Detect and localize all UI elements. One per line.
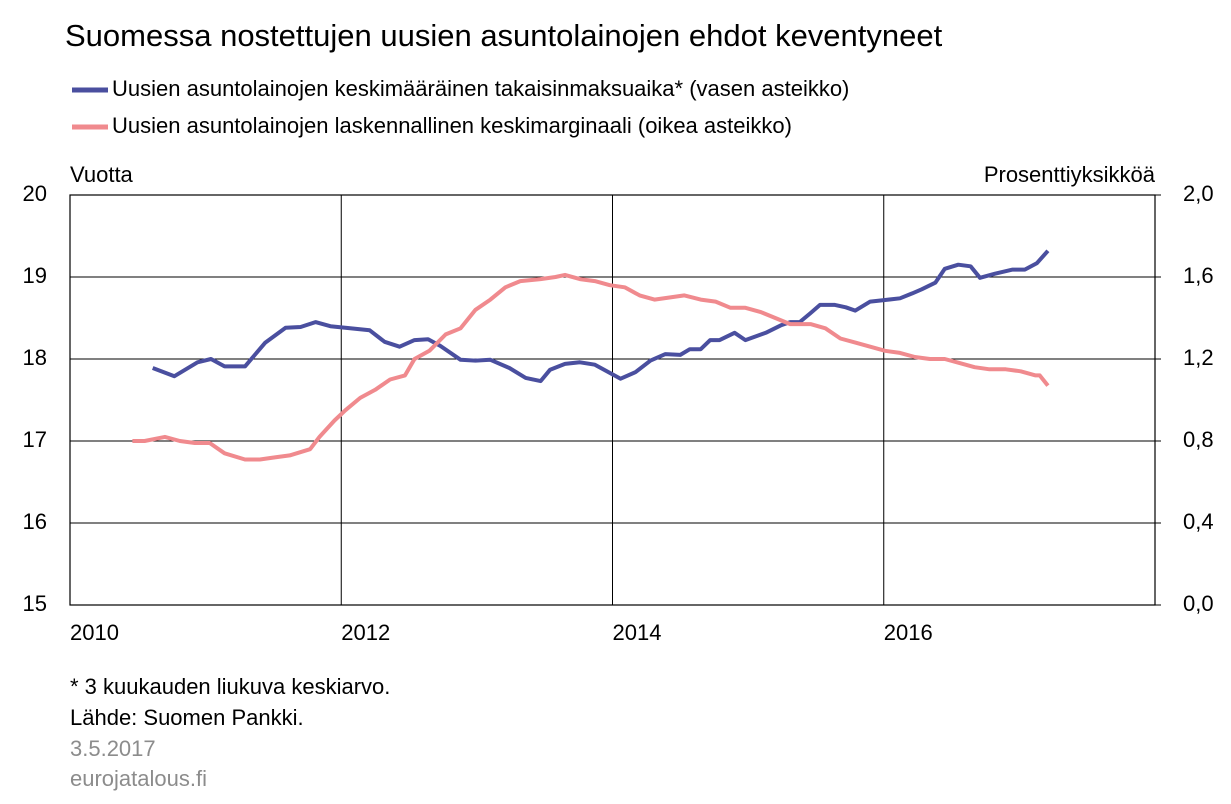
y-tick-label: 18: [23, 345, 47, 370]
y2-tick-label: 2,0: [1183, 181, 1214, 206]
y2-axis-label: Prosenttiyksikköä: [984, 162, 1156, 187]
y2-tick-label: 0,0: [1183, 591, 1214, 616]
x-tick-label: 2010: [70, 620, 119, 645]
y-tick-label: 17: [23, 427, 47, 452]
y-tick-label: 19: [23, 263, 47, 288]
x-tick-label: 2012: [341, 620, 390, 645]
y2-tick-label: 1,6: [1183, 263, 1214, 288]
y2-tick-label: 0,8: [1183, 427, 1214, 452]
y2-tick-label: 0,4: [1183, 509, 1214, 534]
date: 3.5.2017: [70, 736, 156, 761]
line-series: [132, 272, 1050, 462]
y-axis-label: Vuotta: [70, 162, 134, 187]
y-tick-label: 20: [23, 181, 47, 206]
plot-frame: [69, 194, 1156, 606]
legend-label: Uusien asuntolainojen keskimääräinen tak…: [112, 76, 849, 101]
x-tick-label: 2014: [613, 620, 662, 645]
source-site: eurojatalous.fi: [70, 766, 207, 791]
y2-tick-label: 1,2: [1183, 345, 1214, 370]
x-tick-label: 2016: [884, 620, 933, 645]
y-tick-label: 16: [23, 509, 47, 534]
footnote: Lähde: Suomen Pankki.: [70, 705, 304, 730]
footnote: * 3 kuukauden liukuva keskiarvo.: [70, 674, 390, 699]
line-series: [151, 249, 1050, 384]
chart-title: Suomessa nostettujen uusien asuntolainoj…: [65, 18, 943, 53]
y-tick-label: 15: [23, 591, 47, 616]
legend-label: Uusien asuntolainojen laskennallinen kes…: [112, 113, 792, 138]
